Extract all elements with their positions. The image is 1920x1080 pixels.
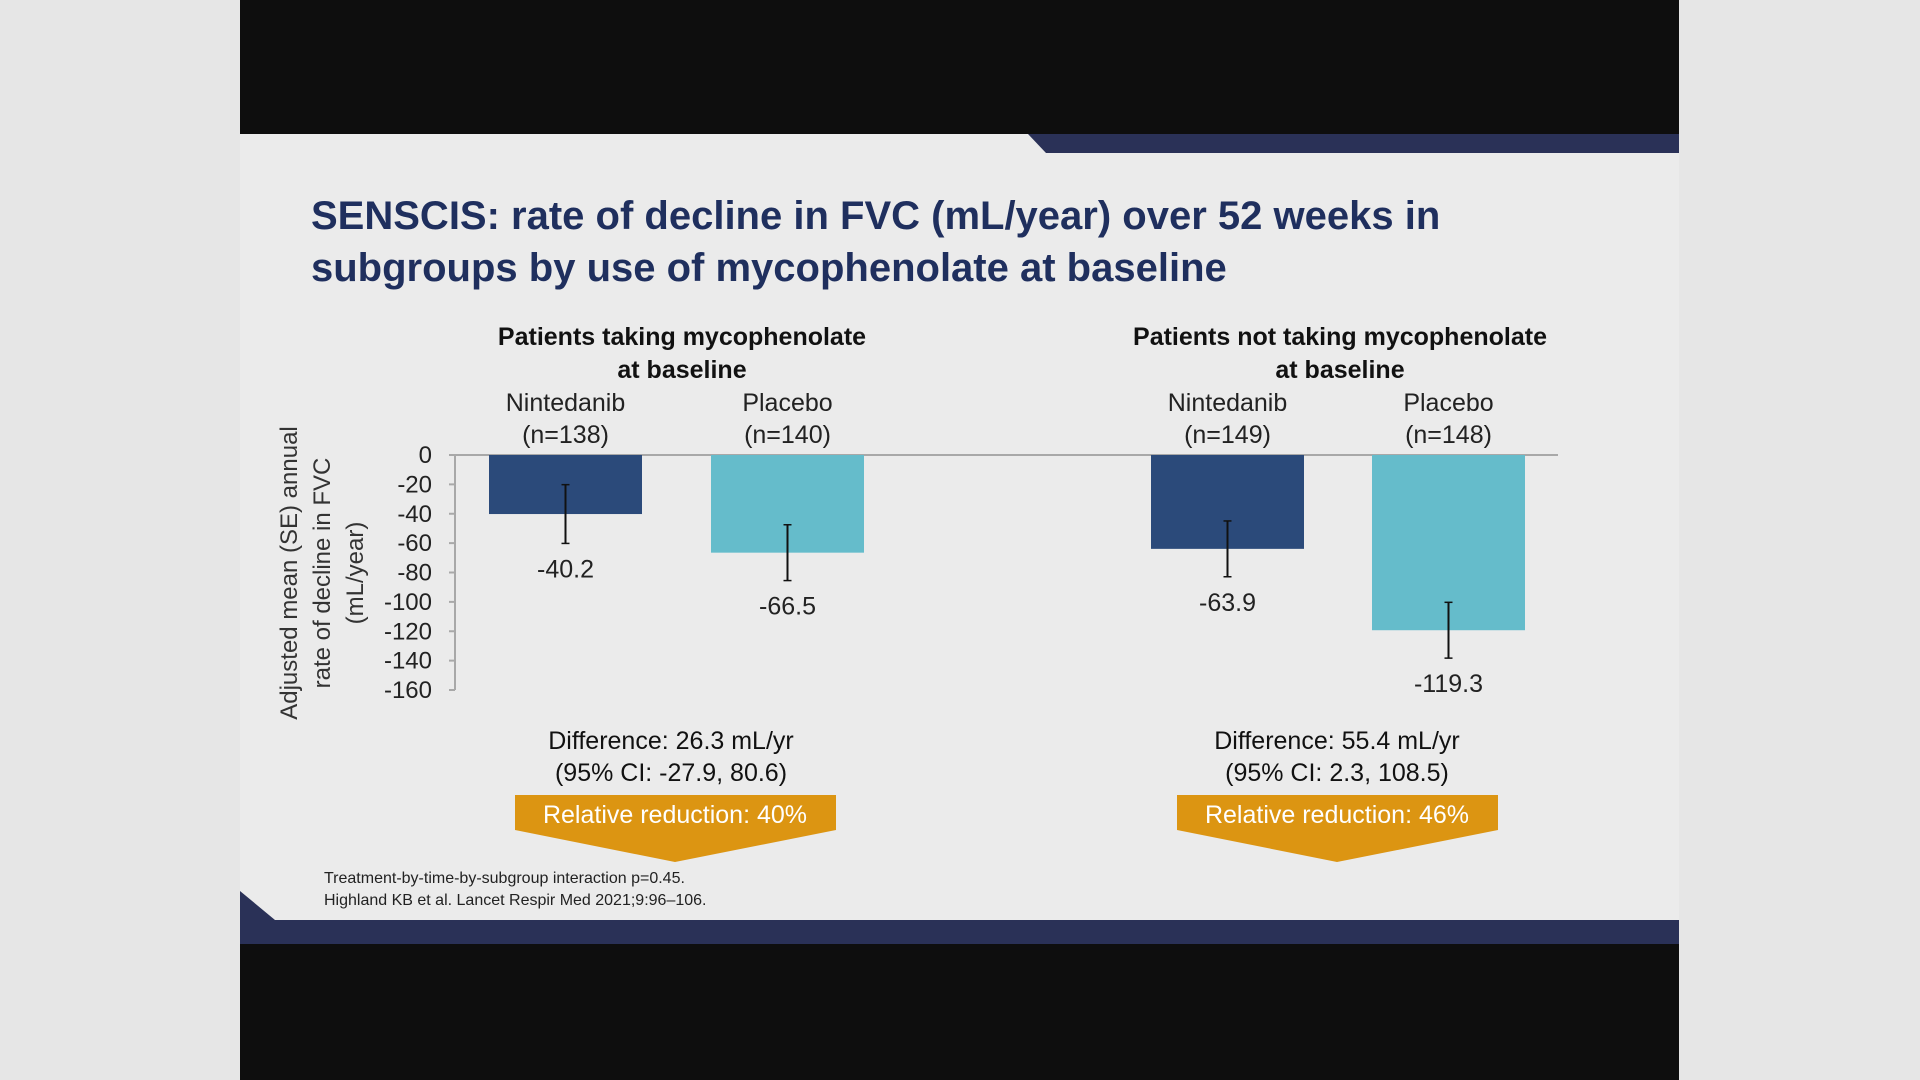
bar-n-label: (n=149) <box>1184 421 1271 449</box>
ci-label: (95% CI: 2.3, 108.5) <box>1225 759 1449 787</box>
bar-n-label: (n=140) <box>744 421 831 449</box>
y-tick-label: -60 <box>397 530 432 557</box>
y-tick-label: -20 <box>397 471 432 498</box>
difference-label: Difference: 55.4 mL/yr <box>1214 727 1459 755</box>
ci-label: (95% CI: -27.9, 80.6) <box>555 759 787 787</box>
relative-reduction-arrow <box>515 795 836 862</box>
bar-series-label: Placebo <box>742 389 832 417</box>
bar-placebo <box>1372 455 1525 631</box>
data-label: -63.9 <box>1199 589 1256 617</box>
footer-band <box>240 891 1679 944</box>
footnote-interaction: Treatment-by-time-by-subgroup interactio… <box>324 870 685 887</box>
y-tick-label: -40 <box>397 501 432 528</box>
y-axis-label: rate of decline in FVC <box>309 458 336 689</box>
relative-reduction-label: Relative reduction: 46% <box>1205 801 1469 829</box>
group-title: Patients not taking mycophenolate <box>1133 323 1547 351</box>
difference-label: Difference: 26.3 mL/yr <box>548 727 793 755</box>
data-label: -40.2 <box>537 555 594 583</box>
y-tick-label: -160 <box>384 677 432 704</box>
data-label: -66.5 <box>759 593 816 621</box>
bar-n-label: (n=148) <box>1405 421 1492 449</box>
bar-series-label: Nintedanib <box>506 389 626 417</box>
slide-title: SENSCIS: rate of decline in FVC (mL/year… <box>311 194 1441 290</box>
group-title: at baseline <box>617 356 746 384</box>
bar-n-label: (n=138) <box>522 421 609 449</box>
y-tick-label: -80 <box>397 560 432 587</box>
footnotes: Treatment-by-time-by-subgroup interactio… <box>324 868 706 912</box>
relative-reduction-label: Relative reduction: 40% <box>543 801 807 829</box>
bar-series-label: Nintedanib <box>1168 389 1288 417</box>
y-tick-label: 0 <box>419 442 432 469</box>
y-axis-label: (mL/year) <box>342 522 369 625</box>
y-tick-label: -120 <box>384 618 432 645</box>
y-tick-label: -140 <box>384 648 432 675</box>
y-tick-label: -100 <box>384 589 432 616</box>
letterbox-bottom <box>240 944 1679 1080</box>
group-title: at baseline <box>1275 356 1404 384</box>
group-title: Patients taking mycophenolate <box>498 323 866 351</box>
y-axis-label: Adjusted mean (SE) annual <box>276 426 303 720</box>
header-band <box>1028 134 1679 153</box>
footnote-reference: Highland KB et al. Lancet Respir Med 202… <box>324 892 707 909</box>
bar-series-label: Placebo <box>1403 389 1493 417</box>
data-label: -119.3 <box>1414 670 1483 698</box>
letterbox-top <box>240 0 1679 134</box>
relative-reduction-arrow <box>1177 795 1498 862</box>
